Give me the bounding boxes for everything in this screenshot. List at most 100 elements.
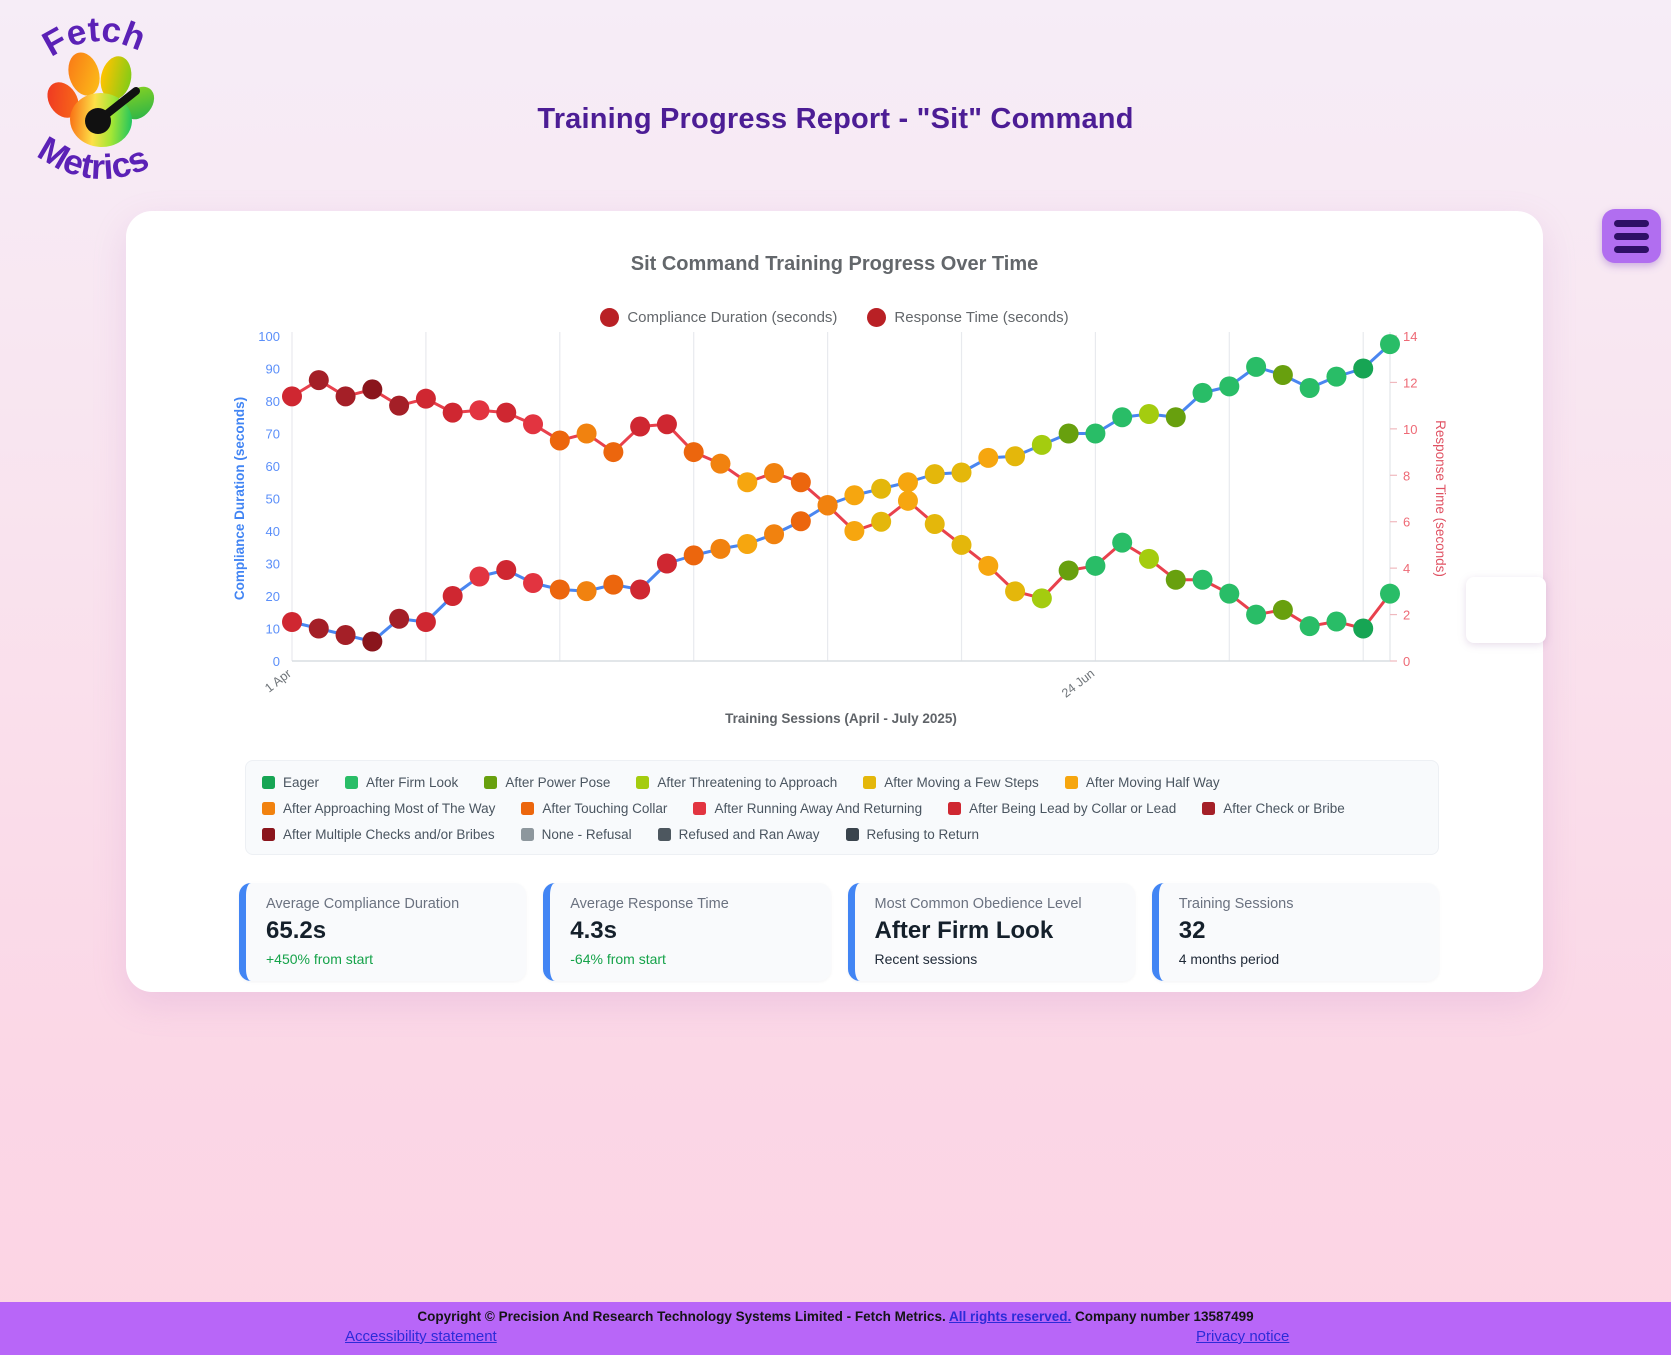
svg-text:2: 2 (1403, 608, 1410, 623)
stat-note: -64% from start (570, 951, 666, 967)
stat-label: Average Compliance Duration (266, 896, 460, 912)
series-legend-item[interactable]: Response Time (seconds) (867, 308, 1069, 327)
data-point (844, 485, 865, 506)
legend-label: Response Time (seconds) (894, 309, 1069, 326)
fetch-metrics-logo[interactable]: Fetch Metrics (8, 4, 186, 200)
level-label: After Being Lead by Collar or Lead (969, 801, 1177, 816)
level-swatch-icon (345, 776, 359, 789)
data-point (1299, 616, 1320, 637)
data-point (415, 388, 436, 409)
data-point (496, 402, 517, 423)
data-point (442, 402, 463, 423)
empty-tooltip (1466, 577, 1546, 643)
stat-card-common-level: Most Common Obedience Level After Firm L… (847, 883, 1135, 981)
level-swatch-icon (262, 776, 275, 789)
obedience-legend-item: After Check or Bribe (1202, 801, 1345, 816)
data-point (1192, 382, 1213, 403)
copyright-text: Copyright © Precision And Research Techn… (0, 1309, 1671, 1324)
stat-label: Most Common Obedience Level (874, 896, 1082, 912)
data-point (1165, 407, 1186, 428)
svg-text:Compliance Duration (seconds): Compliance Duration (seconds) (232, 397, 247, 600)
report-card: Sit Command Training Progress Over Time … (126, 211, 1543, 992)
data-point (603, 574, 624, 595)
obedience-legend-item: After Threatening to Approach (636, 775, 837, 790)
data-point (308, 618, 329, 639)
data-point (1380, 583, 1400, 604)
level-label: None - Refusal (541, 827, 632, 842)
svg-text:20: 20 (266, 589, 280, 604)
data-point (603, 442, 624, 463)
training-chart: 0 10 20 30 40 50 60 70 80 90 100 0 2 4 6 8 10 12 14 Complia… (232, 329, 1448, 726)
level-swatch-icon (521, 802, 535, 815)
data-point (523, 573, 544, 593)
data-point (308, 370, 329, 391)
all-rights-reserved-link[interactable]: All rights reserved. (948, 1309, 1072, 1324)
company-number: Company number 13587499 (1071, 1309, 1254, 1324)
level-swatch-icon (262, 828, 275, 841)
data-point (764, 524, 785, 545)
data-point (656, 553, 677, 574)
svg-text:12: 12 (1403, 375, 1417, 390)
data-point (656, 414, 677, 435)
obedience-legend-item: After Moving Half Way (1064, 775, 1220, 790)
data-point (469, 400, 490, 421)
svg-text:14: 14 (1403, 329, 1417, 344)
data-point (924, 464, 945, 485)
level-swatch-icon (636, 776, 650, 789)
data-point (844, 521, 865, 541)
stat-note: +450% from start (266, 951, 373, 967)
obedience-legend-item: After Being Lead by Collar or Lead (948, 801, 1176, 816)
data-point (1085, 555, 1106, 576)
stat-value: After Firm Look (874, 917, 1054, 944)
svg-text:0: 0 (273, 654, 280, 669)
privacy-link[interactable]: Privacy notice (1196, 1328, 1290, 1345)
data-point (469, 566, 490, 587)
level-swatch-icon (1064, 776, 1078, 789)
svg-text:60: 60 (266, 459, 280, 474)
obedience-legend-item: Eager (262, 775, 319, 790)
level-swatch-icon (657, 828, 671, 841)
data-point (576, 581, 597, 602)
level-swatch-icon (693, 802, 707, 815)
stat-card-sessions: Training Sessions 32 4 months period (1151, 883, 1439, 981)
series-legend: Compliance Duration (seconds) Response Ti… (126, 308, 1543, 327)
data-point (1326, 366, 1347, 387)
data-point (951, 462, 972, 483)
obedience-legend-item: After Multiple Checks and/or Bribes (262, 827, 495, 842)
accessibility-link[interactable]: Accessibility statement (345, 1328, 497, 1345)
data-point (951, 534, 972, 555)
menu-button[interactable] (1602, 209, 1661, 263)
data-point (630, 579, 651, 600)
data-point (924, 514, 945, 535)
series-legend-item[interactable]: Compliance Duration (seconds) (600, 308, 837, 327)
data-point (1005, 446, 1026, 467)
stat-label: Average Response Time (570, 896, 729, 912)
legend-label: Compliance Duration (seconds) (627, 309, 838, 326)
paw-print-icon (47, 52, 155, 148)
level-label: After Check or Bribe (1223, 801, 1345, 816)
data-point (737, 472, 758, 493)
svg-text:1 Apr: 1 Apr (262, 666, 294, 695)
level-label: Eager (283, 775, 320, 790)
data-point (710, 538, 731, 559)
level-label: After Multiple Checks and/or Bribes (283, 827, 495, 842)
svg-text:10: 10 (266, 622, 280, 637)
data-point (1031, 434, 1052, 455)
level-label: After Power Pose (505, 775, 611, 790)
data-point (1272, 365, 1293, 385)
data-point (1246, 604, 1267, 625)
data-point (1219, 583, 1240, 604)
data-point (523, 414, 544, 435)
svg-text:Response Time (seconds): Response Time (seconds) (1433, 420, 1448, 577)
level-swatch-icon (484, 776, 498, 789)
level-label: After Touching Collar (542, 801, 668, 816)
data-point (630, 416, 651, 437)
data-point (1380, 334, 1400, 355)
level-swatch-icon (1202, 802, 1216, 815)
data-point (282, 386, 302, 407)
data-point (978, 555, 999, 576)
data-point (549, 579, 570, 600)
data-point (1005, 581, 1026, 602)
obedience-legend-item: Refusing to Return (845, 827, 979, 842)
data-point (1031, 588, 1052, 609)
